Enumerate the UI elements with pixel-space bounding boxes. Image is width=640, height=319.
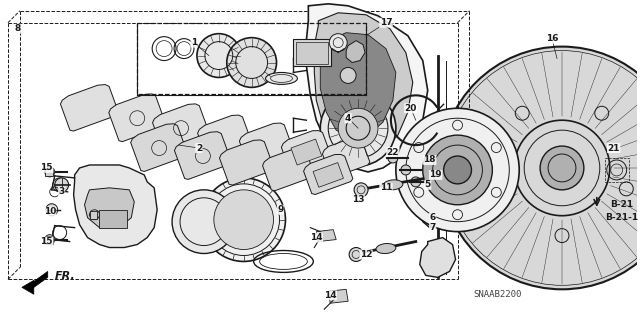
Text: 16: 16: [546, 34, 558, 43]
Circle shape: [214, 190, 273, 249]
Polygon shape: [175, 132, 232, 179]
Ellipse shape: [376, 243, 396, 254]
Text: 14: 14: [310, 233, 323, 242]
Circle shape: [172, 190, 236, 254]
Polygon shape: [60, 85, 118, 131]
Circle shape: [340, 68, 356, 83]
Polygon shape: [220, 140, 274, 185]
Circle shape: [515, 120, 610, 216]
Circle shape: [202, 178, 285, 262]
Polygon shape: [316, 230, 336, 241]
Bar: [45, 168, 52, 176]
Text: 17: 17: [380, 18, 392, 27]
Circle shape: [54, 178, 68, 192]
Polygon shape: [282, 130, 332, 173]
Text: 15: 15: [40, 237, 53, 246]
Text: SNAAB2200: SNAAB2200: [473, 290, 522, 299]
Polygon shape: [346, 41, 365, 63]
Circle shape: [396, 108, 519, 232]
Text: 20: 20: [404, 104, 417, 113]
Circle shape: [197, 34, 241, 78]
Circle shape: [354, 183, 368, 197]
Circle shape: [320, 90, 396, 166]
Text: 11: 11: [380, 183, 392, 192]
Circle shape: [329, 34, 347, 52]
Text: 15: 15: [40, 163, 53, 173]
Text: 12: 12: [360, 250, 372, 259]
Polygon shape: [198, 115, 252, 160]
Polygon shape: [291, 139, 322, 165]
Circle shape: [440, 47, 640, 289]
Polygon shape: [74, 165, 157, 248]
Text: 6: 6: [429, 213, 436, 222]
Polygon shape: [131, 124, 188, 171]
Polygon shape: [109, 94, 166, 142]
Polygon shape: [22, 280, 34, 294]
Polygon shape: [239, 123, 294, 168]
Bar: [605, 158, 628, 182]
Text: B-21: B-21: [610, 200, 633, 209]
Text: 2: 2: [196, 144, 202, 152]
Polygon shape: [420, 238, 456, 277]
Circle shape: [540, 146, 584, 190]
Polygon shape: [303, 154, 353, 195]
Circle shape: [90, 210, 99, 220]
Text: 1: 1: [191, 38, 197, 47]
Polygon shape: [328, 289, 348, 303]
Circle shape: [401, 165, 411, 175]
Polygon shape: [313, 163, 344, 187]
Circle shape: [45, 204, 58, 216]
Text: B-21-1: B-21-1: [605, 213, 638, 222]
Bar: [45, 236, 52, 243]
Polygon shape: [314, 13, 413, 157]
Text: 3: 3: [58, 187, 65, 196]
Text: 4: 4: [345, 114, 351, 123]
Text: 22: 22: [387, 148, 399, 157]
Polygon shape: [323, 138, 370, 177]
Text: 18: 18: [424, 155, 436, 165]
Polygon shape: [262, 148, 314, 191]
Bar: [90, 211, 97, 219]
Text: FR.: FR.: [54, 271, 76, 281]
Circle shape: [45, 167, 54, 177]
Text: 5: 5: [424, 180, 431, 189]
Bar: [137, 23, 366, 94]
Polygon shape: [320, 33, 396, 138]
Circle shape: [423, 135, 492, 205]
Polygon shape: [307, 4, 428, 172]
Text: 10: 10: [44, 207, 56, 216]
Polygon shape: [152, 104, 209, 152]
Text: 14: 14: [324, 291, 337, 300]
Circle shape: [411, 177, 420, 187]
Polygon shape: [420, 178, 456, 228]
Ellipse shape: [266, 72, 298, 85]
Bar: [293, 39, 332, 66]
Circle shape: [338, 108, 378, 148]
Text: 9: 9: [277, 205, 284, 214]
Bar: [296, 42, 328, 63]
Bar: [99, 210, 127, 228]
Text: 8: 8: [15, 24, 21, 33]
Circle shape: [349, 248, 363, 262]
Polygon shape: [84, 188, 134, 228]
Circle shape: [45, 234, 54, 245]
Polygon shape: [30, 271, 48, 290]
Text: 7: 7: [429, 223, 436, 232]
Circle shape: [444, 156, 472, 184]
Circle shape: [227, 38, 276, 87]
Text: 13: 13: [352, 195, 364, 204]
Ellipse shape: [383, 180, 403, 190]
Circle shape: [388, 153, 398, 163]
Text: 19: 19: [429, 170, 442, 179]
Text: 21: 21: [607, 144, 620, 152]
